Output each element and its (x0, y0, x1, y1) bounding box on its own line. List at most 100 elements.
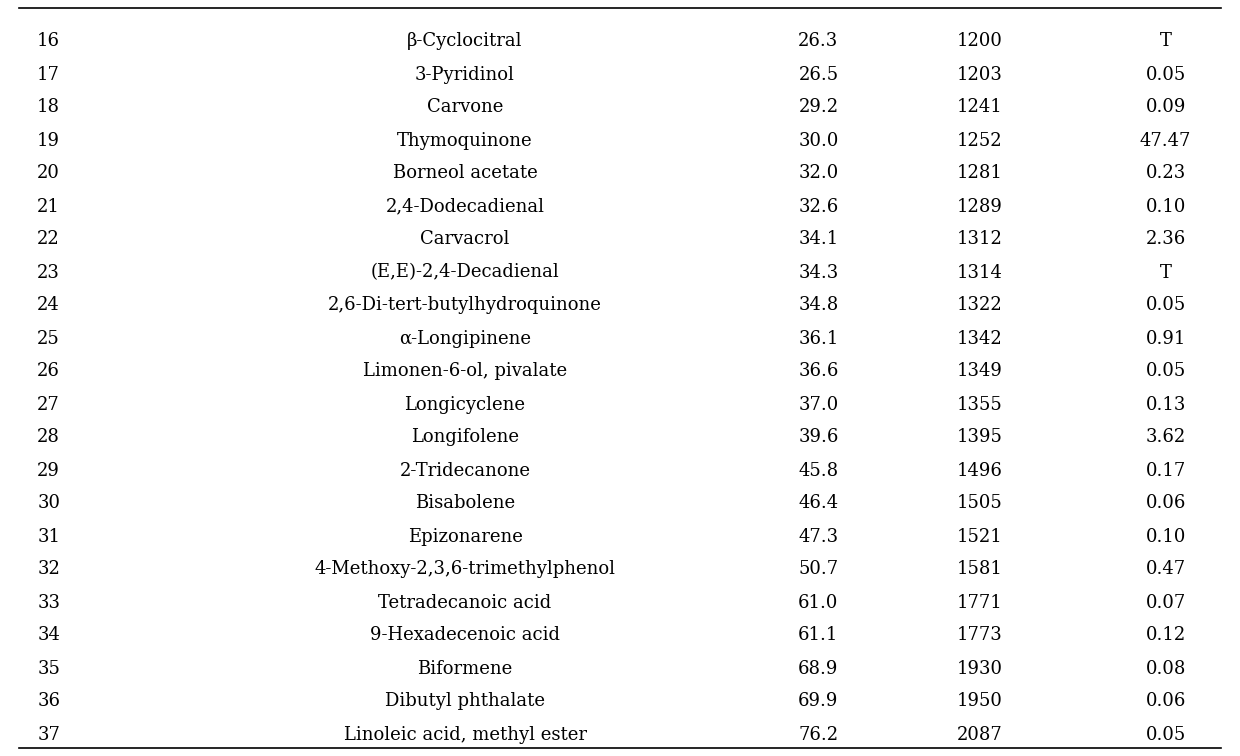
Text: 25: 25 (37, 330, 60, 348)
Text: 39.6: 39.6 (799, 429, 838, 447)
Text: 0.12: 0.12 (1146, 627, 1185, 645)
Text: 1252: 1252 (957, 132, 1002, 150)
Text: Limonen-6-ol, pivalate: Limonen-6-ol, pivalate (363, 362, 567, 380)
Text: 1505: 1505 (957, 494, 1002, 513)
Text: 26: 26 (37, 362, 60, 380)
Text: Dibutyl phthalate: Dibutyl phthalate (384, 692, 546, 711)
Text: 61.1: 61.1 (799, 627, 838, 645)
Text: 1771: 1771 (957, 593, 1002, 612)
Text: α-Longipinene: α-Longipinene (399, 330, 531, 348)
Text: 26.5: 26.5 (799, 66, 838, 83)
Text: 0.05: 0.05 (1146, 726, 1185, 743)
Text: 21: 21 (37, 197, 60, 215)
Text: 22: 22 (37, 231, 60, 249)
Text: 2,4-Dodecadienal: 2,4-Dodecadienal (386, 197, 544, 215)
Text: Biformene: Biformene (418, 659, 512, 677)
Text: 1355: 1355 (957, 395, 1002, 414)
Text: 61.0: 61.0 (799, 593, 838, 612)
Text: 47.47: 47.47 (1140, 132, 1192, 150)
Text: Carvacrol: Carvacrol (420, 231, 510, 249)
Text: 47.3: 47.3 (799, 528, 838, 546)
Text: 30.0: 30.0 (799, 132, 838, 150)
Text: 0.17: 0.17 (1146, 461, 1185, 479)
Text: 4-Methoxy-2,3,6-trimethylphenol: 4-Methoxy-2,3,6-trimethylphenol (315, 560, 615, 578)
Text: 1496: 1496 (957, 461, 1002, 479)
Text: Bisabolene: Bisabolene (415, 494, 515, 513)
Text: 23: 23 (37, 264, 60, 281)
Text: 2-Tridecanone: 2-Tridecanone (399, 461, 531, 479)
Text: 69.9: 69.9 (799, 692, 838, 711)
Text: 0.13: 0.13 (1146, 395, 1185, 414)
Text: 19: 19 (37, 132, 61, 150)
Text: 28: 28 (37, 429, 60, 447)
Text: Longifolene: Longifolene (410, 429, 520, 447)
Text: 1289: 1289 (957, 197, 1002, 215)
Text: 2087: 2087 (957, 726, 1002, 743)
Text: 30: 30 (37, 494, 61, 513)
Text: 45.8: 45.8 (799, 461, 838, 479)
Text: 9-Hexadecenoic acid: 9-Hexadecenoic acid (370, 627, 560, 645)
Text: β-Cyclocitral: β-Cyclocitral (407, 33, 523, 51)
Text: 17: 17 (37, 66, 60, 83)
Text: 24: 24 (37, 296, 60, 314)
Text: T: T (1159, 264, 1172, 281)
Text: Epizonarene: Epizonarene (408, 528, 522, 546)
Text: T: T (1159, 33, 1172, 51)
Text: 3.62: 3.62 (1146, 429, 1185, 447)
Text: (E,E)-2,4-Decadienal: (E,E)-2,4-Decadienal (371, 264, 559, 281)
Text: 1395: 1395 (957, 429, 1002, 447)
Text: 2.36: 2.36 (1146, 231, 1185, 249)
Text: 36: 36 (37, 692, 61, 711)
Text: 34.8: 34.8 (799, 296, 838, 314)
Text: Linoleic acid, methyl ester: Linoleic acid, methyl ester (343, 726, 587, 743)
Text: 16: 16 (37, 33, 61, 51)
Text: 0.10: 0.10 (1146, 197, 1185, 215)
Text: Carvone: Carvone (427, 98, 503, 116)
Text: 1521: 1521 (957, 528, 1002, 546)
Text: 0.07: 0.07 (1146, 593, 1185, 612)
Text: 0.91: 0.91 (1146, 330, 1185, 348)
Text: 32.0: 32.0 (799, 165, 838, 182)
Text: 1773: 1773 (957, 627, 1002, 645)
Text: 34.1: 34.1 (799, 231, 838, 249)
Text: 33: 33 (37, 593, 61, 612)
Text: 1950: 1950 (957, 692, 1002, 711)
Text: 1930: 1930 (956, 659, 1003, 677)
Text: 2,6-Di-tert-butylhydroquinone: 2,6-Di-tert-butylhydroquinone (329, 296, 601, 314)
Text: 1581: 1581 (957, 560, 1002, 578)
Text: 37: 37 (37, 726, 60, 743)
Text: 3-Pyridinol: 3-Pyridinol (415, 66, 515, 83)
Text: 1200: 1200 (957, 33, 1002, 51)
Text: 50.7: 50.7 (799, 560, 838, 578)
Text: 18: 18 (37, 98, 61, 116)
Text: 36.1: 36.1 (799, 330, 838, 348)
Text: 0.06: 0.06 (1146, 494, 1185, 513)
Text: 20: 20 (37, 165, 60, 182)
Text: 1312: 1312 (957, 231, 1002, 249)
Text: 0.10: 0.10 (1146, 528, 1185, 546)
Text: Longicyclene: Longicyclene (404, 395, 526, 414)
Text: 1322: 1322 (957, 296, 1002, 314)
Text: Thymoquinone: Thymoquinone (397, 132, 533, 150)
Text: 32: 32 (37, 560, 60, 578)
Text: 31: 31 (37, 528, 61, 546)
Text: Borneol acetate: Borneol acetate (393, 165, 537, 182)
Text: 76.2: 76.2 (799, 726, 838, 743)
Text: 0.06: 0.06 (1146, 692, 1185, 711)
Text: 1349: 1349 (957, 362, 1002, 380)
Text: 0.05: 0.05 (1146, 296, 1185, 314)
Text: 1314: 1314 (957, 264, 1002, 281)
Text: 68.9: 68.9 (799, 659, 838, 677)
Text: 29.2: 29.2 (799, 98, 838, 116)
Text: 0.05: 0.05 (1146, 66, 1185, 83)
Text: 46.4: 46.4 (799, 494, 838, 513)
Text: 0.23: 0.23 (1146, 165, 1185, 182)
Text: 0.09: 0.09 (1146, 98, 1185, 116)
Text: Tetradecanoic acid: Tetradecanoic acid (378, 593, 552, 612)
Text: 36.6: 36.6 (799, 362, 838, 380)
Text: 0.05: 0.05 (1146, 362, 1185, 380)
Text: 29: 29 (37, 461, 60, 479)
Text: 1203: 1203 (957, 66, 1002, 83)
Text: 1281: 1281 (957, 165, 1002, 182)
Text: 0.08: 0.08 (1146, 659, 1185, 677)
